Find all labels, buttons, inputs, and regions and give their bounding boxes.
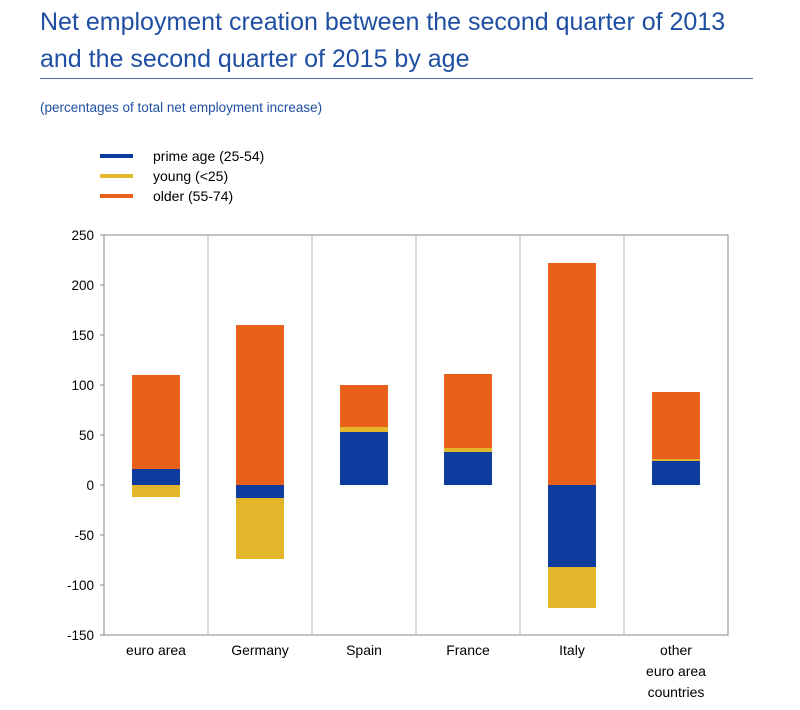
legend-item-prime: prime age (25-54) [100,146,264,166]
bar-prime-age [236,485,284,498]
x-category-label: Germany [231,642,289,658]
legend-swatch-young [100,174,133,178]
x-category-label: Spain [346,642,382,658]
y-tick-label: -100 [67,578,94,593]
y-tick-label: 50 [79,428,94,443]
chart-title: Net employment creation between the seco… [40,8,726,73]
legend-swatch-prime [100,154,133,158]
x-category-label: other [660,642,692,658]
bar-prime-age [548,485,596,567]
legend-label-young: young (<25) [153,168,229,184]
y-tick-label: -150 [67,628,94,643]
y-tick-label: 250 [71,228,94,243]
y-tick-label: 150 [71,328,94,343]
bar-older [652,392,700,459]
bar-prime-age [340,432,388,485]
legend-label-older: older (55-74) [153,188,234,204]
bar-young [236,498,284,559]
bar-prime-age [444,452,492,485]
bar-older [444,374,492,448]
y-tick-label: -50 [74,528,94,543]
x-category-label: euro area [646,663,706,679]
y-tick-label: 100 [71,378,94,393]
bar-older [236,325,284,485]
y-tick-label: 0 [86,478,94,493]
chart-subtitle: (percentages of total net employment inc… [40,100,323,115]
bar-young [340,427,388,432]
legend-item-older: older (55-74) [100,186,264,206]
y-tick-label: 200 [71,278,94,293]
title-divider [40,78,753,79]
bar-older [132,375,180,469]
bar-young [444,448,492,452]
bar-older [548,263,596,485]
x-category-label: France [446,642,490,658]
bar-young [132,485,180,497]
x-category-label: countries [648,684,705,700]
x-category-label: Italy [559,642,585,658]
x-category-label: euro area [126,642,186,658]
legend-label-prime: prime age (25-54) [153,148,265,164]
bar-young [548,567,596,608]
bar-prime-age [132,469,180,485]
bar-young [652,459,700,461]
legend: prime age (25-54) young (<25) older (55-… [100,146,264,206]
legend-item-young: young (<25) [100,166,264,186]
bar-older [340,385,388,427]
bar-prime-age [652,461,700,485]
legend-swatch-older [100,194,133,198]
